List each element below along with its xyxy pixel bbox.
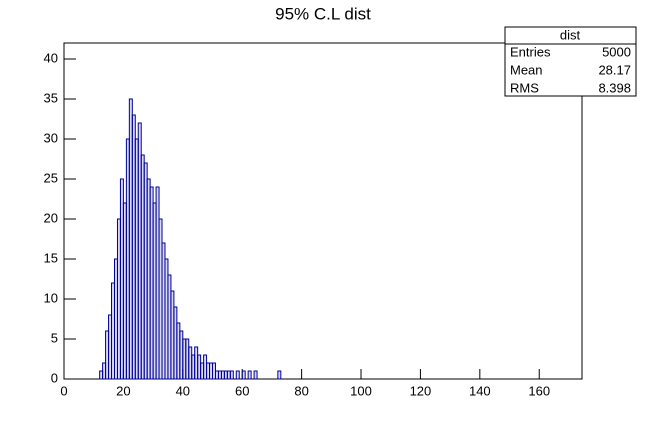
stats-value: 8.398 <box>598 80 631 95</box>
bar <box>229 370 234 380</box>
bar <box>253 370 258 380</box>
x-tick-label: 60 <box>235 383 249 398</box>
stats-value: 28.17 <box>598 62 631 77</box>
y-tick-label: 35 <box>44 90 58 105</box>
y-tick-label: 30 <box>44 130 58 145</box>
stats-box: dist Entries 5000 Mean 28.17 RMS 8.398 <box>504 26 637 97</box>
y-tick-label: 25 <box>44 170 58 185</box>
stats-label: RMS <box>510 80 539 95</box>
bar <box>235 370 240 380</box>
stats-label: Mean <box>510 62 543 77</box>
bar <box>247 370 252 380</box>
y-tick-label: 40 <box>44 50 58 65</box>
stats-value: 5000 <box>602 44 631 59</box>
x-tick-label: 120 <box>410 383 432 398</box>
y-tick-label: 10 <box>44 290 58 305</box>
y-tick-label: 0 <box>51 370 58 385</box>
stats-title: dist <box>560 27 581 42</box>
chart-title: 95% C.L dist <box>275 4 371 23</box>
x-tick-label: 160 <box>528 383 550 398</box>
bar <box>241 370 246 380</box>
x-tick-label: 20 <box>116 383 130 398</box>
stats-frame <box>504 26 637 97</box>
plot-frame <box>63 42 583 380</box>
y-tick-label: 20 <box>44 210 58 225</box>
stats-label: Entries <box>510 44 551 59</box>
y-tick-label: 5 <box>51 330 58 345</box>
x-tick-label: 40 <box>176 383 190 398</box>
y-tick-label: 15 <box>44 250 58 265</box>
x-tick-label: 0 <box>60 383 67 398</box>
x-tick-label: 100 <box>350 383 372 398</box>
x-tick-label: 140 <box>469 383 491 398</box>
bar <box>277 370 282 380</box>
x-tick-label: 80 <box>294 383 308 398</box>
